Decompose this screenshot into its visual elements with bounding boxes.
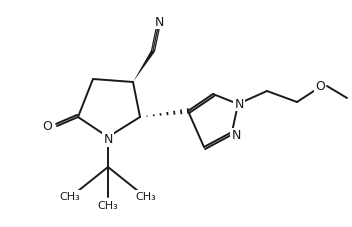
Text: O: O xyxy=(315,80,325,93)
Text: CH₃: CH₃ xyxy=(136,191,156,201)
Polygon shape xyxy=(133,51,155,83)
Text: N: N xyxy=(234,97,244,110)
Text: O: O xyxy=(42,120,52,133)
Text: N: N xyxy=(154,15,164,28)
Text: N: N xyxy=(103,133,113,146)
Text: N: N xyxy=(231,129,241,142)
Text: CH₃: CH₃ xyxy=(59,191,80,201)
Text: CH₃: CH₃ xyxy=(98,200,118,210)
